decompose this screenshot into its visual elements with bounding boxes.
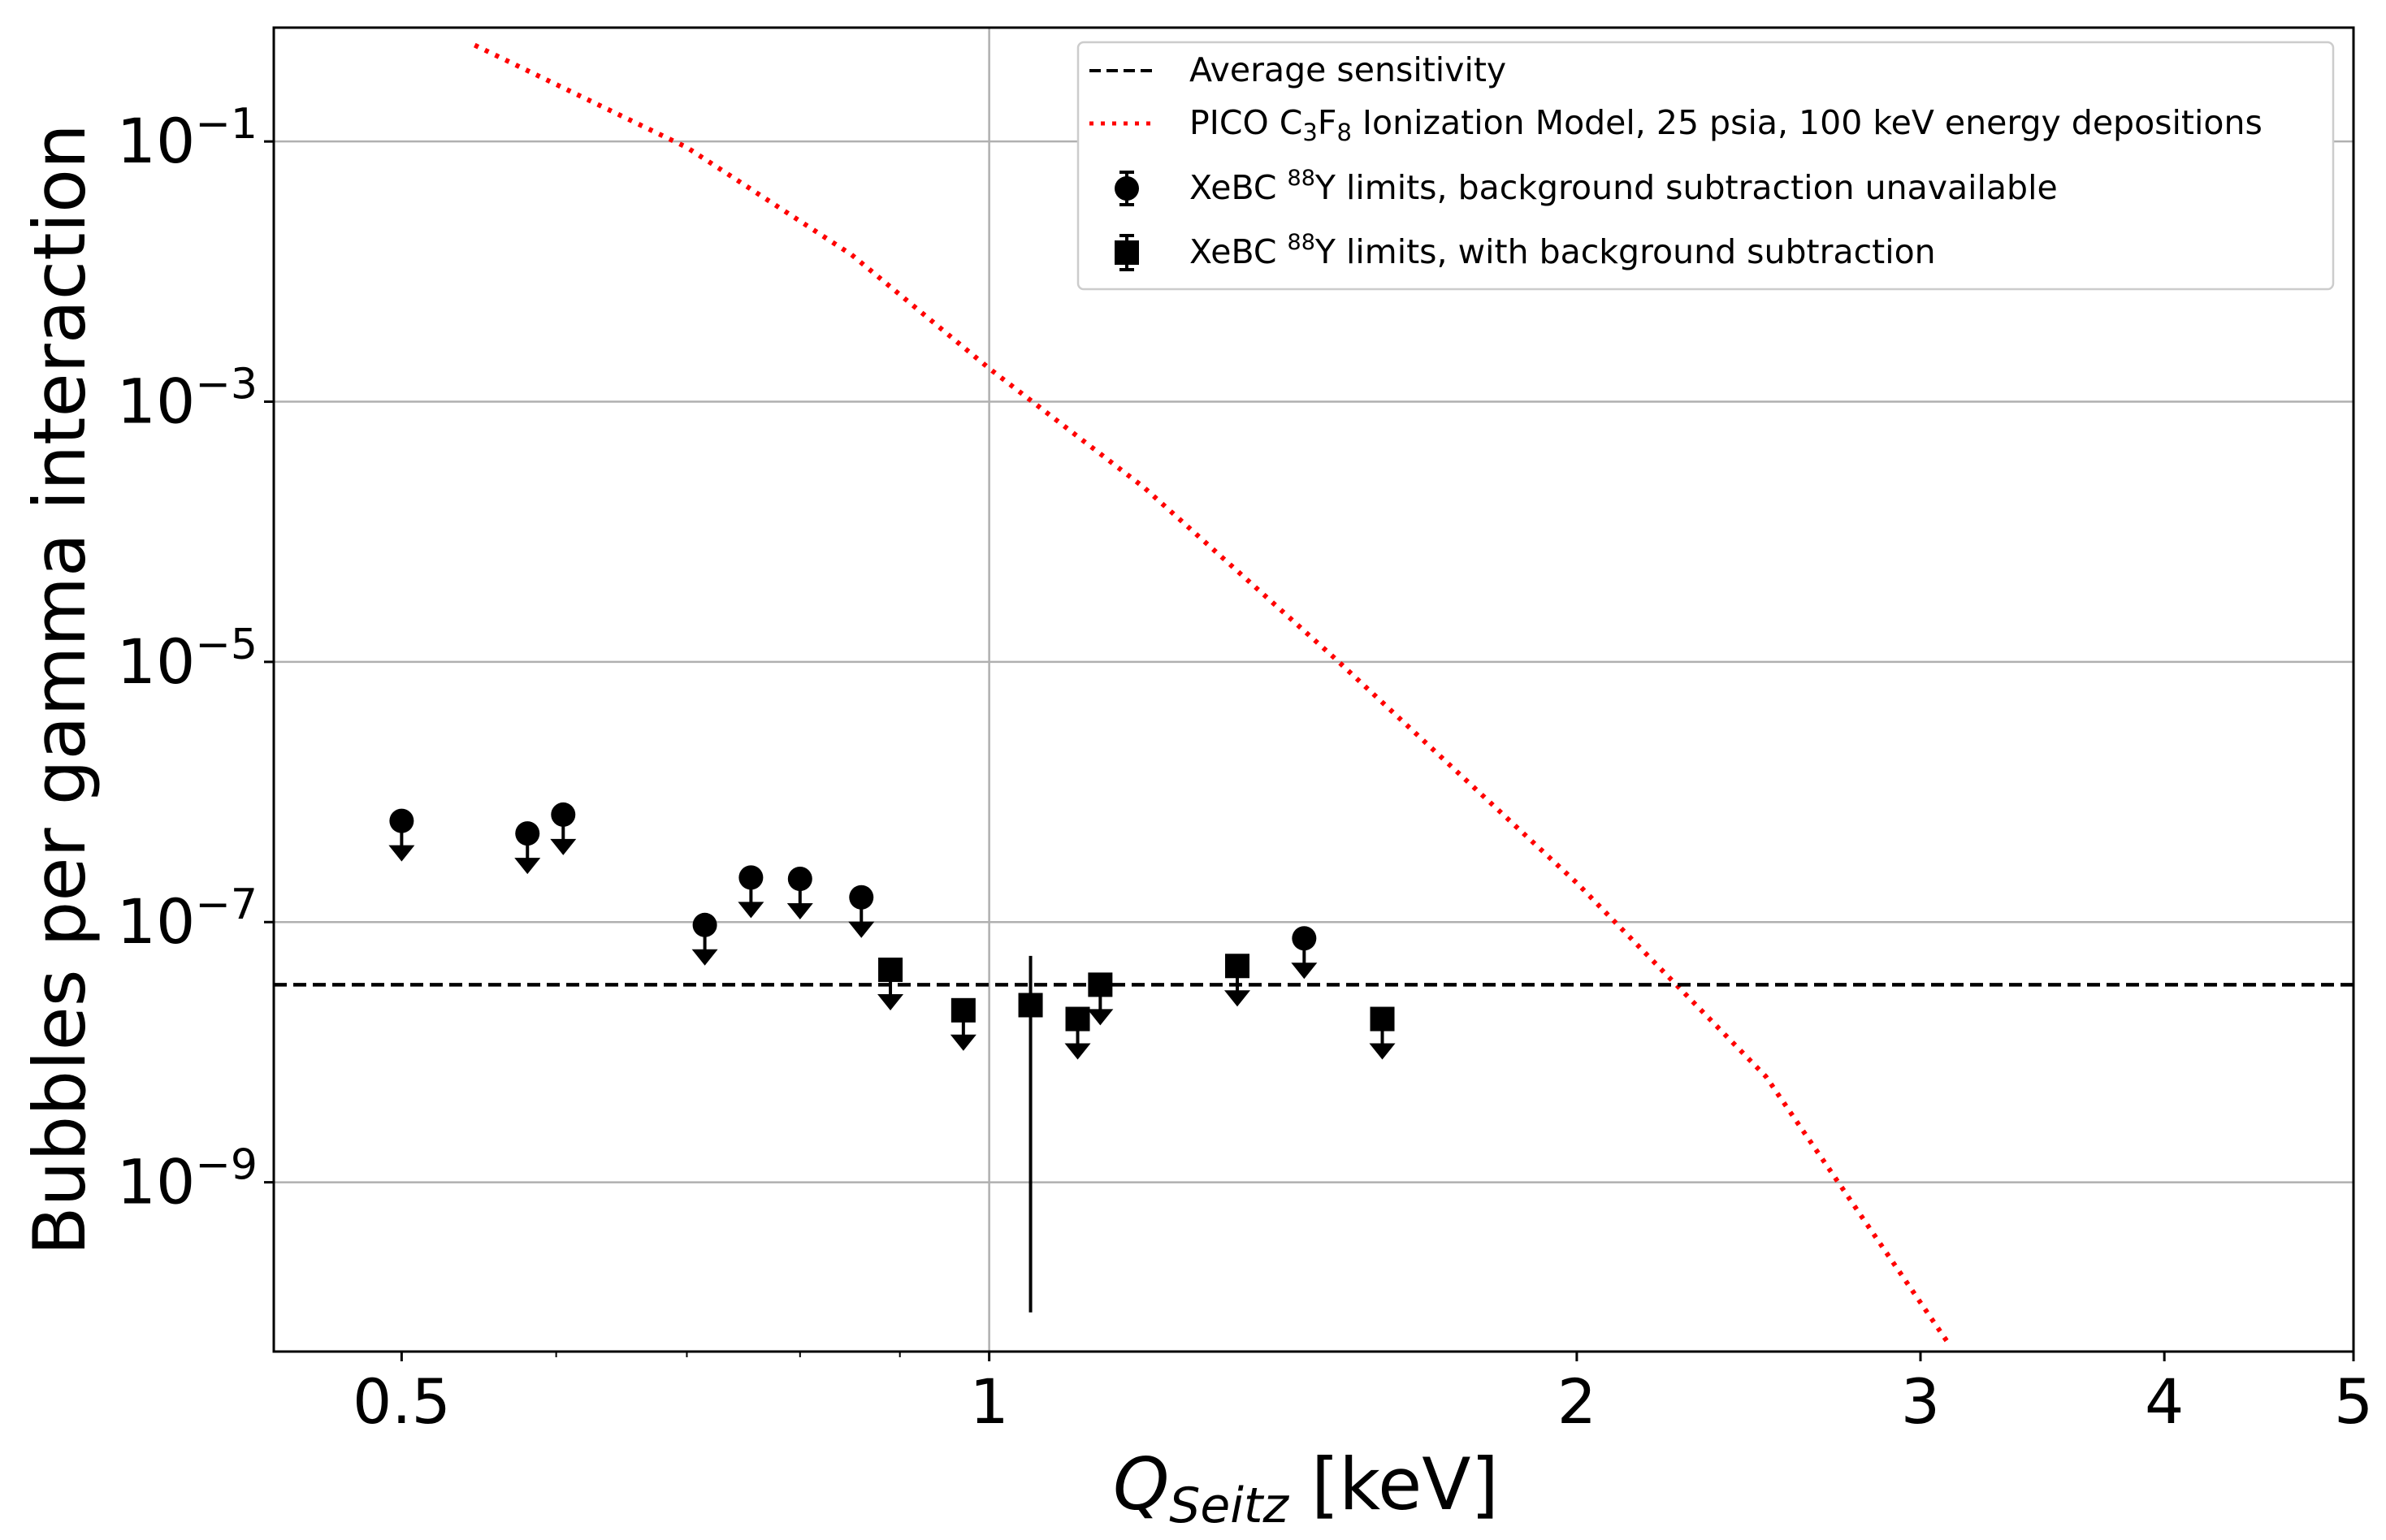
upper-limit-arrow: [691, 949, 718, 966]
x-tick-label: 4: [2145, 1365, 2184, 1438]
legend-circle-marker: [1115, 176, 1139, 201]
circle-limit-point: [515, 821, 540, 846]
y-ticks: 10−1 10−3 10−5 10−7 10−9: [117, 100, 274, 1218]
square-limit-point: [1370, 1006, 1395, 1032]
legend-avg-label: Average sensitivity: [1189, 50, 1506, 89]
x-tick-label: 0.5: [353, 1365, 451, 1438]
pico-model-layer: [473, 42, 1951, 1345]
upper-limit-arrow: [1224, 990, 1251, 1007]
legend: Average sensitivity PICO C3F8 Ionization…: [1076, 41, 2335, 291]
legend-squares-label: XeBC 88Y limits, with background subtrac…: [1189, 230, 1936, 271]
upper-limit-arrow: [1064, 1043, 1091, 1060]
upper-limit-arrow: [550, 838, 577, 855]
square-limit-point: [951, 997, 976, 1023]
y-tick-label: 10−5: [117, 621, 258, 698]
square-limit-point: [878, 957, 903, 982]
circle-limit-point: [738, 865, 764, 890]
upper-limit-arrow: [1291, 962, 1318, 980]
x-tick-label: 3: [1901, 1365, 1940, 1438]
x-axis-title: QSeitz [keV]: [1113, 1443, 1499, 1534]
legend-pico-label: PICO C3F8 Ionization Model, 25 psia, 100…: [1189, 103, 2263, 146]
x-tick-label: 5: [2334, 1365, 2373, 1438]
y-tick-label: 10−1: [117, 100, 258, 177]
measured-point: [1018, 993, 1043, 1018]
upper-limit-arrow: [388, 845, 415, 862]
y-tick-label: 10−7: [117, 880, 258, 958]
upper-limit-arrow: [1369, 1043, 1396, 1060]
upper-limit-arrow: [514, 858, 541, 875]
upper-limit-arrow: [738, 902, 764, 919]
y-tick-label: 10−9: [117, 1141, 258, 1218]
upper-limit-arrow: [786, 902, 813, 919]
upper-limit-arrow: [1087, 1009, 1114, 1026]
x-tick-label: 2: [1557, 1365, 1596, 1438]
x-ticks: 0.5 1 2 3 4 5: [353, 1352, 2373, 1438]
circle-limit-point: [692, 912, 717, 937]
y-tick-label: 10−3: [117, 361, 258, 438]
upper-limit-arrow: [848, 921, 875, 938]
pico-model-line: [473, 42, 1951, 1345]
legend-box: [1076, 41, 2335, 291]
circle-limit-point: [787, 866, 812, 891]
circle-limit-point: [1292, 926, 1317, 951]
y-axis-title: Bubbles per gamma interaction: [18, 123, 102, 1255]
legend-square-marker: [1115, 240, 1139, 265]
legend-circles-label: XeBC 88Y limits, background subtraction …: [1189, 166, 2058, 207]
square-limit-point: [1065, 1006, 1090, 1032]
circle-limit-point: [389, 808, 414, 833]
square-limit-point: [1225, 954, 1250, 979]
upper-limit-arrow: [950, 1034, 976, 1051]
plot-frame: [272, 26, 2355, 1353]
square-limit-point: [1088, 972, 1113, 997]
data-points-layer: [388, 802, 1396, 1313]
upper-limit-arrow: [877, 993, 904, 1010]
x-tick-label: 1: [969, 1365, 1008, 1438]
circle-limit-point: [849, 885, 874, 910]
circle-limit-point: [551, 802, 576, 827]
